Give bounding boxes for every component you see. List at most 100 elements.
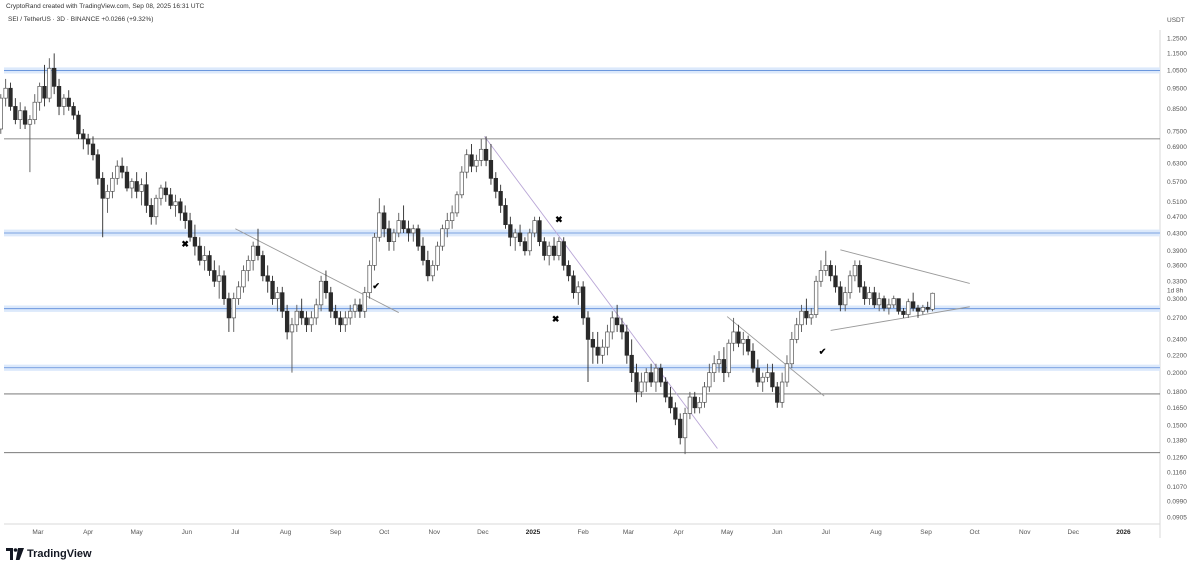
candle-down — [910, 301, 916, 309]
candle-up — [716, 359, 722, 365]
price-axis-unit: USDT — [1167, 17, 1185, 24]
candle-up — [920, 307, 926, 312]
candle-up — [440, 228, 445, 247]
candle-down — [561, 241, 566, 266]
candle-down — [85, 138, 91, 145]
check-mark: ✔ — [372, 281, 380, 291]
price-tick-label: 0.2700 — [1167, 315, 1187, 322]
candle-up — [877, 298, 882, 306]
candle-down — [95, 154, 101, 179]
candle-up — [115, 165, 120, 179]
trade-markers: ✖ ✔ ✖ ✖ ✔ — [181, 215, 826, 357]
candle-down — [678, 418, 683, 439]
candle-down — [386, 228, 392, 242]
candle-up — [843, 292, 848, 306]
candle-up — [852, 265, 858, 277]
time-tick-label: Jun — [772, 529, 783, 536]
candle-down — [328, 292, 333, 312]
candle-down — [750, 350, 756, 369]
horizontal-levels — [4, 138, 1160, 454]
bar-countdown-label: 1d 8h — [1167, 288, 1184, 295]
candle-up — [707, 372, 712, 388]
candle-down — [304, 317, 309, 326]
candle-down — [255, 245, 261, 256]
candle-down — [178, 201, 183, 214]
candle-down — [299, 310, 304, 319]
price-tick-label: 0.2400 — [1167, 337, 1187, 344]
candle-down — [629, 354, 634, 374]
price-tick-label: 0.1800 — [1167, 389, 1187, 396]
candle-down — [284, 310, 290, 333]
candle-down — [590, 339, 596, 348]
price-tick-label: 0.0990 — [1167, 498, 1187, 505]
price-tick-label: 0.5700 — [1167, 179, 1187, 186]
candle-down — [22, 110, 28, 125]
candle-down — [542, 241, 547, 256]
candle-up — [930, 292, 935, 310]
trendline — [235, 228, 399, 313]
candle-up — [809, 314, 814, 319]
candle-down — [571, 275, 576, 294]
candle-up — [532, 220, 537, 234]
price-tick-label: 0.3000 — [1167, 296, 1187, 303]
time-tick-label: Dec — [1068, 529, 1080, 536]
candle-up — [411, 228, 416, 234]
price-axis[interactable]: 1.2500 1.1500 1.0500 0.9500 0.8500 0.7500 0.69… — [1167, 35, 1187, 521]
time-tick-label: 2025 — [526, 529, 541, 536]
candle-up — [231, 298, 236, 319]
time-tick-label: Oct — [379, 529, 389, 536]
candle-up — [527, 232, 532, 252]
candle-down — [775, 386, 780, 403]
candle-down — [566, 265, 571, 277]
symbol-info: SEI / TetherUS · 3D · BINANCE +0.0266 (+… — [8, 16, 154, 23]
candle-up — [794, 324, 799, 340]
time-axis[interactable]: Mar Apr May Jun Jul Aug Sep Oct Nov Dec 2025 Feb Mar… — [32, 529, 1131, 536]
candle-up — [610, 317, 615, 333]
candle-down — [280, 292, 285, 312]
candle-up — [0, 97, 3, 130]
candle-up — [779, 381, 785, 403]
time-tick-label: Jul — [822, 529, 831, 536]
candle-down — [755, 367, 761, 383]
price-tick-label: 0.1160 — [1167, 469, 1187, 476]
candle-down — [663, 381, 668, 398]
candle-down — [52, 67, 57, 87]
candle-down — [721, 359, 727, 374]
candle-down — [406, 228, 411, 234]
candle-down — [183, 212, 188, 221]
candle-up — [789, 339, 794, 365]
candle-up — [435, 245, 440, 266]
price-tick-label: 0.2000 — [1167, 370, 1187, 377]
candle-down — [745, 339, 751, 352]
candle-down — [333, 310, 338, 319]
x-mark: ✖ — [181, 239, 189, 249]
candle-up — [644, 372, 649, 383]
time-tick-label: Apr — [83, 529, 94, 536]
candle-down — [226, 298, 232, 319]
price-tick-label: 0.1650 — [1167, 405, 1187, 412]
candle-down — [168, 194, 173, 206]
candle-up — [697, 401, 702, 409]
candle-up — [712, 363, 717, 374]
candle-up — [682, 413, 688, 439]
candle-down — [580, 286, 586, 319]
candle-down — [648, 372, 654, 383]
tradingview-logo[interactable]: TradingView — [6, 546, 92, 562]
candle-down — [197, 245, 202, 261]
candle-up — [275, 292, 280, 300]
candle-down — [614, 317, 620, 326]
candle-down — [149, 205, 154, 218]
candle-up — [813, 280, 819, 315]
candle-up — [367, 265, 372, 294]
candle-down — [76, 114, 81, 135]
candle-down — [338, 317, 343, 326]
candle-up — [474, 160, 479, 167]
candle-down — [488, 160, 494, 179]
trendline — [484, 136, 718, 449]
candle-down — [66, 97, 71, 107]
time-tick-label: Dec — [477, 529, 489, 536]
candle-up — [352, 304, 358, 312]
price-tick-label: 0.1070 — [1167, 484, 1187, 491]
time-tick-label: May — [721, 529, 734, 536]
